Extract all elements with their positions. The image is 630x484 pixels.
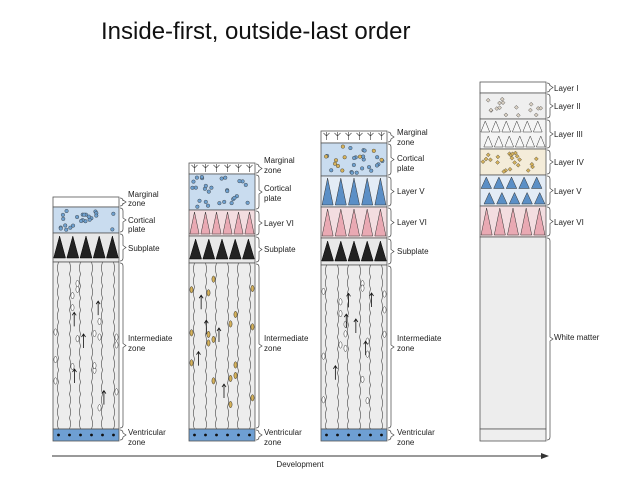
ventricular-zone	[188, 428, 256, 442]
label-layer-v: Layer V	[397, 187, 425, 196]
layer-i	[479, 81, 547, 94]
label-subplate: Subplate	[397, 247, 429, 256]
label-cortical-plate: Cortical plate	[128, 216, 155, 234]
stage-2-column	[188, 162, 256, 442]
label-ventricular-zone: Ventricular zone	[264, 428, 302, 447]
development-label: Development	[276, 460, 324, 469]
layer-labels: Marginal zone Cortical plate Subplate Inte…	[128, 84, 600, 447]
label-layer-ii: Layer II	[554, 102, 581, 111]
label-intermediate-zone: Intermediate zone	[128, 334, 173, 353]
label-ventricular-zone: Ventricular zone	[128, 428, 166, 447]
label-layer-vi: Layer VI	[264, 219, 294, 228]
cell-decorations	[53, 96, 546, 437]
ventricular-zone	[320, 428, 388, 442]
label-white-matter: White matter	[554, 333, 600, 342]
label-marginal-zone: Marginal zone	[397, 128, 428, 147]
label-layer-vi: Layer VI	[554, 218, 584, 227]
label-intermediate-zone: Intermediate zone	[264, 334, 309, 353]
marginal-zone	[52, 196, 120, 208]
intermediate-zone	[188, 262, 256, 430]
label-layer-iv: Layer IV	[554, 158, 584, 167]
marginal-zone	[320, 130, 388, 144]
label-marginal-zone: Marginal zone	[264, 156, 295, 175]
label-layer-v: Layer V	[554, 187, 582, 196]
label-brackets	[119, 82, 554, 441]
label-layer-vi: Layer VI	[397, 218, 427, 227]
label-subplate: Subplate	[128, 244, 160, 253]
label-layer-i: Layer I	[554, 84, 578, 93]
white-matter	[479, 236, 547, 430]
label-subplate: Subplate	[264, 245, 296, 254]
label-cortical-plate: Cortical plate	[397, 154, 424, 173]
intermediate-zone	[52, 261, 120, 430]
stage-4-column	[479, 81, 547, 442]
ventricular-zone	[52, 428, 120, 442]
label-layer-iii: Layer III	[554, 130, 583, 139]
intermediate-zone	[320, 264, 388, 430]
marginal-zone	[188, 162, 256, 175]
ventricular-remnant	[479, 428, 547, 442]
stage-3-column	[320, 130, 388, 442]
label-cortical-plate: Cortical plate	[264, 184, 291, 203]
label-marginal-zone: Marginal zone	[128, 190, 159, 208]
page-title: Inside-first, outside-last order	[101, 18, 411, 45]
label-ventricular-zone: Ventricular zone	[397, 428, 435, 447]
label-intermediate-zone: Intermediate zone	[397, 334, 442, 353]
stage-1-column	[52, 196, 120, 442]
